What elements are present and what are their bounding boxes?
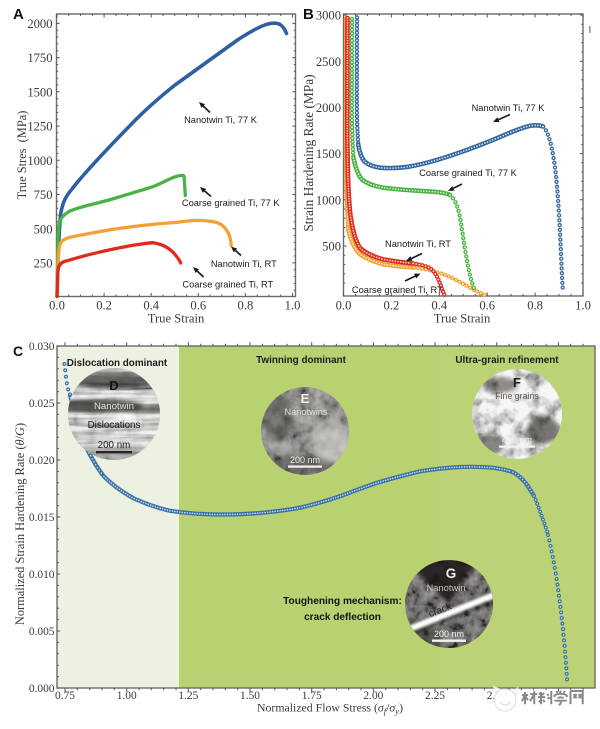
svg-text:A: A	[13, 6, 24, 23]
svg-text:0.6: 0.6	[190, 299, 206, 313]
svg-text:Toughening mechanism:: Toughening mechanism:	[283, 596, 402, 607]
svg-text:0.025: 0.025	[29, 398, 55, 410]
svg-text:Nanotwin Ti, 77 K: Nanotwin Ti, 77 K	[472, 103, 546, 113]
svg-text:500: 500	[322, 240, 341, 254]
svg-text:G: G	[446, 566, 457, 581]
svg-text:1.50: 1.50	[240, 690, 260, 702]
svg-text:0.2: 0.2	[384, 299, 400, 313]
svg-text:0.4: 0.4	[143, 299, 159, 313]
svg-text:Twinning dominant: Twinning dominant	[256, 355, 346, 366]
svg-text:Coarse grained Ti, 77 K: Coarse grained Ti, 77 K	[419, 168, 517, 178]
svg-text:Coarse grained Ti, 77 K: Coarse grained Ti, 77 K	[182, 198, 280, 208]
svg-text:500: 500	[34, 222, 53, 236]
svg-text:0.0: 0.0	[336, 299, 352, 313]
svg-text:1750: 1750	[27, 51, 52, 65]
svg-text:Dislocation dominant: Dislocation dominant	[67, 358, 168, 369]
svg-text:0.030: 0.030	[29, 341, 55, 353]
svg-text:Dislocations: Dislocations	[88, 420, 141, 431]
svg-text:0.8: 0.8	[238, 299, 254, 313]
svg-text:crack deflection: crack deflection	[304, 612, 381, 623]
svg-text:0.000: 0.000	[29, 683, 55, 695]
svg-text:2500: 2500	[316, 55, 341, 69]
svg-text:Nanotwin: Nanotwin	[94, 401, 134, 412]
svg-text:Nanotwin Ti, 77 K: Nanotwin Ti, 77 K	[184, 115, 258, 125]
svg-text:Normalized Strain Hardening Ra: Normalized Strain Hardening Rate (θ/G)	[13, 423, 27, 625]
svg-text:2000: 2000	[316, 101, 341, 115]
svg-text:B: B	[303, 6, 314, 23]
svg-text:Nanotwin Ti, RT: Nanotwin Ti, RT	[385, 239, 451, 249]
svg-text:Coarse grained Ti, RT: Coarse grained Ti, RT	[352, 285, 443, 295]
svg-text:True Strain: True Strain	[148, 312, 205, 326]
svg-text:1.0: 1.0	[575, 299, 591, 313]
svg-text:Normalized Flow Stress (σf/σy): Normalized Flow Stress (σf/σy)	[257, 701, 403, 717]
svg-text:0.4: 0.4	[431, 299, 447, 313]
svg-text:True Stres (MPa): True Stres (MPa)	[15, 111, 29, 200]
svg-text:1.25: 1.25	[178, 690, 198, 702]
svg-text:Nanotwin Ti, RT: Nanotwin Ti, RT	[211, 259, 277, 269]
svg-text:200 nm: 200 nm	[434, 629, 464, 639]
svg-text:2000: 2000	[27, 17, 52, 31]
svg-text:750: 750	[34, 188, 53, 202]
svg-text:Fine grains: Fine grains	[495, 391, 539, 401]
svg-text:1000: 1000	[27, 154, 52, 168]
svg-text:250: 250	[34, 257, 53, 271]
svg-text:1500: 1500	[316, 147, 341, 161]
svg-text:1.0: 1.0	[285, 299, 301, 313]
svg-text:0.0: 0.0	[49, 299, 65, 313]
svg-text:Nanotwins: Nanotwins	[285, 407, 328, 417]
svg-text:0.020: 0.020	[29, 455, 55, 467]
svg-text:400 nm: 400 nm	[502, 435, 532, 445]
svg-text:F: F	[513, 375, 521, 390]
svg-text:0.2: 0.2	[96, 299, 112, 313]
svg-text:1250: 1250	[27, 120, 52, 134]
svg-text:1.75: 1.75	[302, 690, 322, 702]
svg-text:Strain Hardening Rate (MPa): Strain Hardening Rate (MPa)	[301, 74, 316, 231]
svg-text:3000: 3000	[316, 9, 341, 23]
svg-text:True Strain: True Strain	[434, 312, 491, 326]
svg-text:0.6: 0.6	[479, 299, 495, 313]
svg-text:Nanotwin: Nanotwin	[426, 582, 465, 593]
svg-text:0.010: 0.010	[29, 569, 55, 581]
svg-text:E: E	[301, 391, 310, 406]
svg-text:1000: 1000	[316, 193, 341, 207]
svg-text:1.00: 1.00	[117, 690, 137, 702]
svg-text:Ultra-grain refinement: Ultra-grain refinement	[455, 355, 559, 366]
svg-text:0.005: 0.005	[29, 626, 55, 638]
svg-text:Coarse grained Ti, RT: Coarse grained Ti, RT	[182, 280, 273, 290]
svg-text:200 nm: 200 nm	[98, 440, 131, 451]
svg-text:2.00: 2.00	[363, 690, 383, 702]
svg-text:D: D	[109, 378, 118, 393]
svg-text:1500: 1500	[27, 85, 52, 99]
svg-text:0.75: 0.75	[55, 690, 75, 702]
svg-text:0.015: 0.015	[29, 512, 55, 524]
svg-text:200 nm: 200 nm	[290, 455, 320, 465]
svg-text:0.8: 0.8	[527, 299, 543, 313]
svg-text:C: C	[13, 343, 23, 359]
svg-text:2.25: 2.25	[425, 690, 445, 702]
